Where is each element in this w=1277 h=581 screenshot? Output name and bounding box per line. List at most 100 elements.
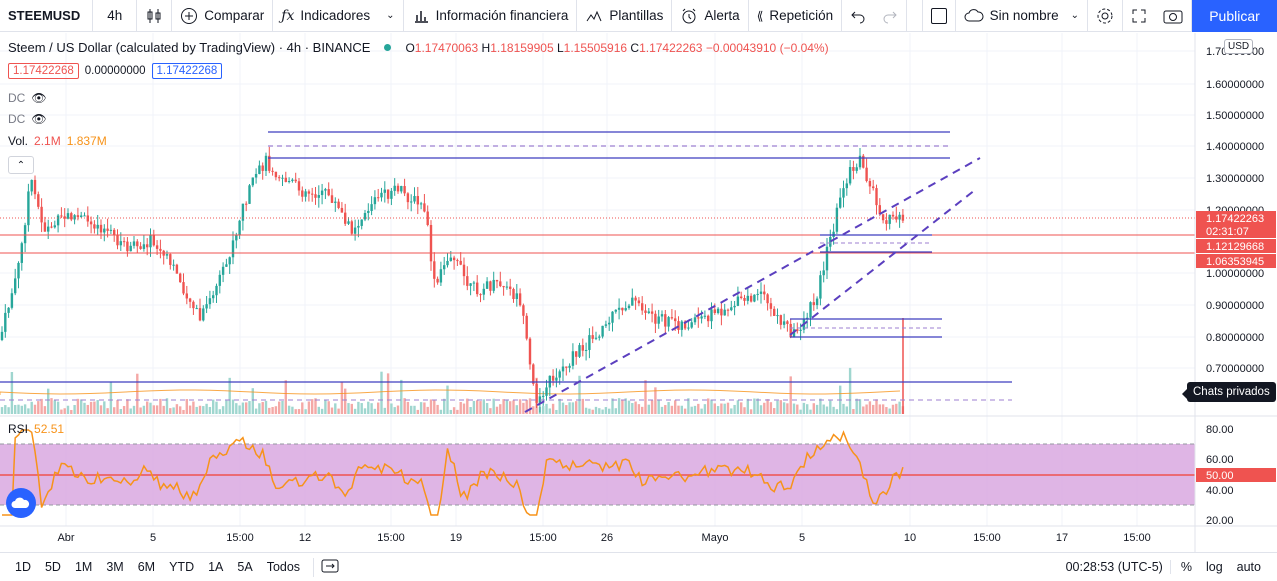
trendline-2 xyxy=(789,189,976,336)
percent-toggle[interactable]: % xyxy=(1169,560,1199,574)
candle-body xyxy=(525,315,528,339)
indicator-dc-1[interactable]: DC 👁︎ xyxy=(8,91,47,105)
snapshot-button[interactable] xyxy=(1155,0,1192,32)
volume-bar xyxy=(885,407,888,414)
candle-body xyxy=(386,189,390,199)
time-tick-label: 10 xyxy=(904,532,916,544)
symbol-search[interactable]: STEEMUSD xyxy=(0,0,94,32)
volume-bar xyxy=(268,407,271,414)
candle-body xyxy=(865,167,868,182)
volume-bar xyxy=(650,400,654,414)
chart-type-button[interactable] xyxy=(137,0,173,32)
volume-bar xyxy=(499,404,502,414)
alert-button[interactable]: Alerta xyxy=(672,0,749,32)
eye-hidden-icon[interactable]: 👁︎ xyxy=(31,91,47,105)
volume-bar xyxy=(693,405,697,414)
candle-body xyxy=(720,308,723,316)
layout-name-button[interactable]: Sin nombre ⌄ xyxy=(956,0,1088,32)
collapse-legend-button[interactable]: ⌃ xyxy=(8,156,34,174)
range-5d[interactable]: 5D xyxy=(44,560,61,574)
ask-box[interactable]: 1.17422268 xyxy=(151,63,223,79)
volume-bar xyxy=(393,407,396,414)
range-3m[interactable]: 3M xyxy=(106,560,124,574)
financials-button[interactable]: Información financiera xyxy=(404,0,578,32)
volume-bar xyxy=(769,402,773,414)
plus-circle-icon xyxy=(181,7,198,24)
candle-body xyxy=(43,222,47,232)
volume-bar xyxy=(548,408,551,414)
candle-body xyxy=(146,244,149,248)
volume-bar xyxy=(297,409,301,414)
candle-body xyxy=(538,396,542,403)
candle-body xyxy=(469,283,472,286)
range-5a[interactable]: 5A xyxy=(237,560,253,574)
time-tick-label: 15:00 xyxy=(226,532,254,544)
undo-button[interactable] xyxy=(842,0,874,32)
fullscreen-layout-button[interactable] xyxy=(921,0,956,32)
fullscreen-button[interactable] xyxy=(1123,0,1155,32)
range-1m[interactable]: 1M xyxy=(74,560,93,574)
templates-label: Plantillas xyxy=(609,8,664,23)
tradingview-logo[interactable] xyxy=(6,488,36,518)
volume-bar xyxy=(20,405,23,414)
cloud-icon xyxy=(964,8,984,21)
templates-button[interactable]: Plantillas xyxy=(577,0,673,32)
replay-button[interactable]: ⟪ Repetición xyxy=(749,0,843,32)
currency-badge[interactable]: USD xyxy=(1224,39,1254,54)
candle-body xyxy=(17,262,20,279)
range-ytd[interactable]: YTD xyxy=(169,560,195,574)
volume-bar xyxy=(842,403,845,414)
candle-body xyxy=(753,294,756,302)
range-6m[interactable]: 6M xyxy=(137,560,156,574)
volume-bar xyxy=(604,407,608,414)
volume-bar xyxy=(344,388,347,414)
range-todos[interactable]: Todos xyxy=(266,560,301,574)
volume-bar xyxy=(142,405,146,414)
bid-box[interactable]: 1.17422268 xyxy=(8,63,79,79)
log-toggle[interactable]: log xyxy=(1205,560,1223,574)
trend-drawings[interactable] xyxy=(0,131,1195,413)
square-icon xyxy=(930,7,947,24)
volume-bar xyxy=(205,403,208,414)
candle-body xyxy=(532,364,535,384)
level1-label: 1.12129668 xyxy=(1206,241,1264,253)
indicator-rsi[interactable]: RSI 52.51 xyxy=(8,422,64,436)
volume-bar xyxy=(37,401,40,414)
rsi-band xyxy=(0,443,1195,506)
range-1a[interactable]: 1A xyxy=(208,560,224,574)
volume-bar xyxy=(155,405,159,414)
settings-button[interactable] xyxy=(1088,0,1123,32)
volume-bar xyxy=(291,406,294,414)
volume-bar xyxy=(756,398,759,414)
indicators-button[interactable]: ƒx Indicadores ⌄ xyxy=(273,0,404,32)
volume-bar xyxy=(251,388,254,414)
indicator-dc-2[interactable]: DC 👁︎ xyxy=(8,112,47,126)
volume-bar xyxy=(208,406,212,414)
redo-button[interactable] xyxy=(874,0,908,32)
indicator-volume[interactable]: Vol. 2.1M 1.837M xyxy=(8,134,107,148)
candle-body xyxy=(314,194,317,198)
volume-bar xyxy=(601,409,604,414)
eye-hidden-icon[interactable]: 👁︎ xyxy=(31,112,47,126)
level2-label-bg xyxy=(1196,254,1276,268)
compare-button[interactable]: Comparar xyxy=(172,0,274,32)
publish-button[interactable]: Publicar xyxy=(1192,0,1277,32)
interval-button[interactable]: 4h xyxy=(93,0,138,32)
price-chart[interactable]: 1.700000001.600000001.500000001.40000000… xyxy=(0,33,1277,581)
candle-body xyxy=(667,317,670,327)
candle-body xyxy=(268,155,271,171)
range-1d[interactable]: 1D xyxy=(15,560,31,574)
volume-bar xyxy=(848,367,852,414)
volume-bar xyxy=(360,403,363,414)
volume-bar xyxy=(558,398,561,414)
volume-bar xyxy=(647,404,650,414)
vol-value-2: 1.837M xyxy=(66,134,107,148)
volume-bar xyxy=(806,404,809,414)
candle-body xyxy=(66,213,70,219)
layout-name-label: Sin nombre xyxy=(989,8,1059,23)
rsi-value: 52.51 xyxy=(34,422,65,436)
auto-toggle[interactable]: auto xyxy=(1236,560,1261,574)
time-tick-label: 15:00 xyxy=(529,532,557,544)
clock-timezone[interactable]: 00:28:53 (UTC-5) xyxy=(1065,560,1163,574)
goto-date-button[interactable] xyxy=(313,557,346,577)
